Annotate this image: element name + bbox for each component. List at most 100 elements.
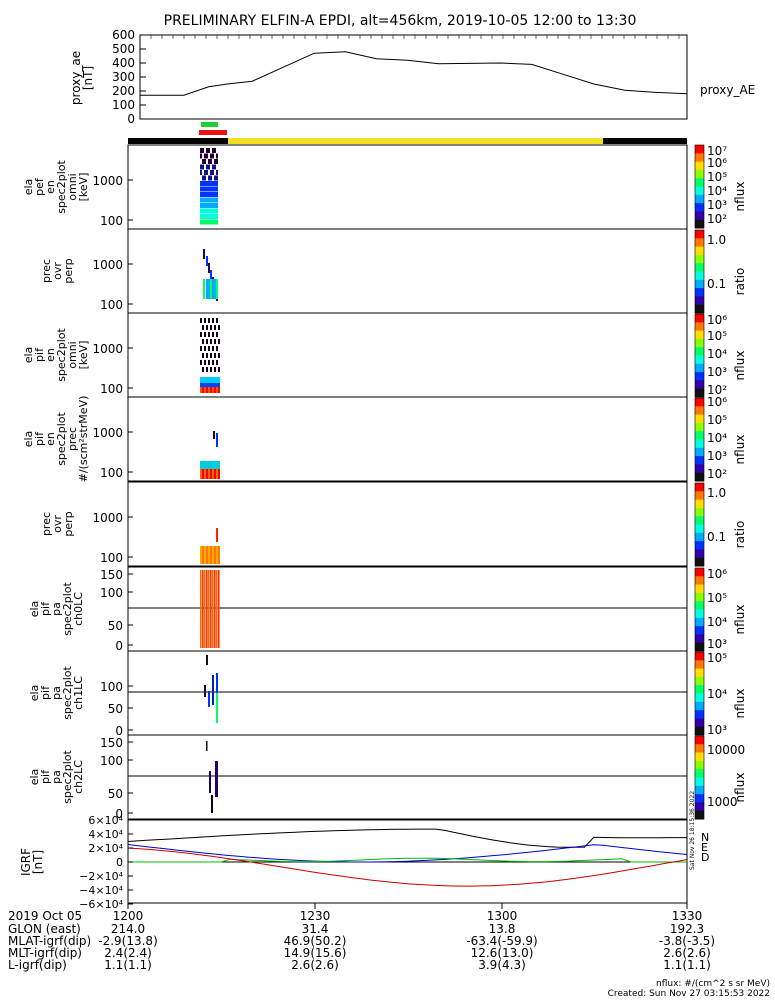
spectrogram-pixel [209,771,211,793]
spectrogram-pixel [208,383,210,389]
spectrogram-pixel [210,153,212,159]
spectrogram-pixel [212,461,214,469]
colorbar-segment [695,149,704,152]
colorbar-segment [695,628,704,631]
colorbar-segment [695,594,704,598]
spectrogram-pixel [210,383,212,389]
colorbar-segment [695,213,704,217]
spectrogram-pixel [200,219,202,225]
colorbar-segment [695,332,704,336]
colorbar-tick-label: 10⁶ [707,313,727,327]
colorbar-segment [695,716,704,719]
colorbar-segment [695,636,704,640]
colorbar-segment [695,613,704,617]
colorbar-segment [695,563,704,567]
spectrogram-pixel [214,148,216,153]
colorbar-segment [695,568,704,571]
colorbar-segment [695,670,704,674]
colorbar-segment [695,765,704,768]
colorbar-segment [695,437,704,440]
colorbar-tick-label: 10³ [707,723,727,737]
colorbar-segment [695,378,704,381]
sci-zone-green-bar [201,122,218,127]
colorbar-segment [695,646,704,650]
spectrogram-pixel [202,203,204,208]
spectrogram-pixel [202,175,204,181]
colorbar-segment [695,666,704,670]
colorbar-segment [695,263,704,266]
colorbar-segment [695,724,704,728]
colorbar-segment [695,493,704,496]
panel-ylabel: pef [33,177,46,196]
colorbar-segment [695,190,704,194]
footer-created: Created: Sun Nov 27 03:15:53 2022 [608,989,770,999]
spectrogram-pixel [212,170,214,175]
spectrogram-pixel [210,192,212,197]
colorbar-segment [695,372,704,375]
colorbar-segment [695,619,704,623]
colorbar-segment [695,746,704,749]
spectrogram-pixel [208,332,210,337]
spectrogram-pixel [214,219,216,225]
spectrogram-pixel [210,175,212,181]
colorbar-segment [695,300,704,304]
colorbar-segment [695,254,704,258]
colorbar-segment [695,760,704,764]
colorbar-segment [695,334,704,338]
colorbar-segment [695,816,704,820]
colorbar-segment [695,398,704,401]
colorbar-segment [695,439,704,443]
colorbar-segment [695,336,704,340]
colorbar-tick-label: 10² [707,212,727,226]
panel-ylabel: ch2LC [72,760,85,794]
colorbar-segment [695,326,704,330]
colorbar-segment [695,211,704,214]
colorbar-segment [695,308,704,312]
ephem-time-label: 1330 [672,909,703,923]
spectrogram-pixel [204,570,206,648]
spectrogram-pixel [204,360,206,365]
spectrogram-pixel [214,383,216,389]
colorbar-segment [695,767,704,770]
spectrogram-pixel [206,546,208,564]
colorbar-segment [695,584,704,588]
spectrogram-pixel [206,256,208,266]
spectrogram-pixel [204,461,206,469]
spectrogram-pixel [212,208,214,214]
colorbar-tick-label: 10⁵ [707,170,727,184]
spectrogram-pixel [202,197,204,203]
spectrogram-pixel [202,570,204,648]
colorbar-segment [695,238,704,241]
panel-ylabel: spec2plot [61,582,74,636]
panel-ylabel: ela [22,347,35,364]
colorbar-segment [695,188,704,192]
ae-ytick-label: 100 [112,98,135,112]
spectrogram-pixel [216,570,218,648]
colorbar-segment [695,151,704,154]
panel-ylabel: ela [28,601,41,618]
spectrogram-pixel [204,170,206,175]
spectrogram-pixel [200,208,202,214]
colorbar-segment [695,638,704,642]
colorbar-segment [695,674,704,678]
colorbar-segment [695,664,704,668]
colorbar-segment [695,394,704,398]
colorbar-prec1: 1.0 0.1 ratio [694,229,747,314]
panel-ylabel: ch0LC [72,592,85,626]
spectrogram-pixel [210,367,212,372]
spectrogram-pixel [210,197,212,203]
colorbar-segment [695,789,704,793]
spectrogram-pixel [202,377,204,383]
colorbar-segment [695,678,704,682]
spectrogram-pixel [200,332,202,337]
colorbar-tick-label: 10⁶ [707,156,727,170]
colorbar-segment [695,660,704,663]
colorbar-segment [695,597,704,600]
colorbar-segment [695,374,704,377]
ae-ytick-label: 500 [112,42,135,56]
spectrogram-pixel [218,325,220,330]
colorbar-segment [695,472,704,476]
colorbar-segment [695,424,704,428]
